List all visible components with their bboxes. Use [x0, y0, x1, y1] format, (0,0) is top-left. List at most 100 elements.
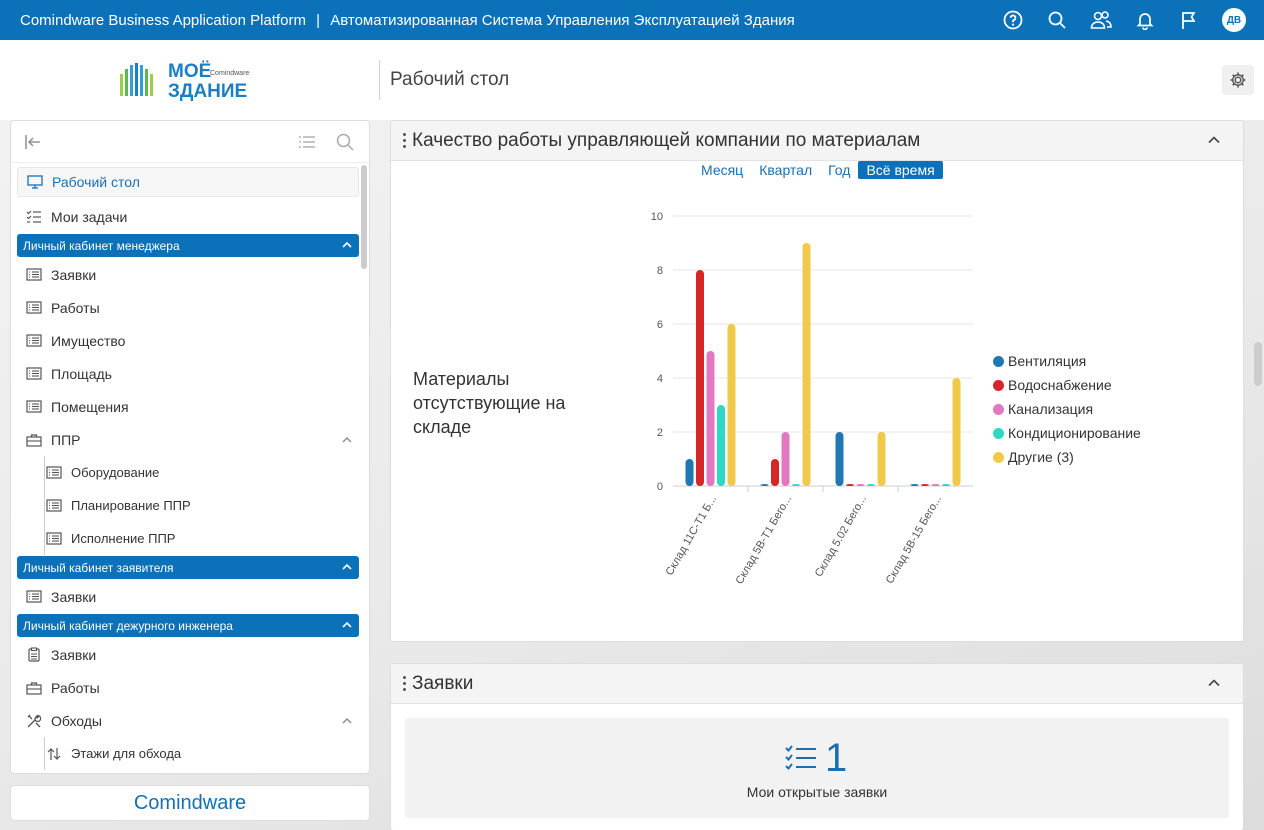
y-tick-label: 0: [657, 481, 663, 493]
bar[interactable]: [792, 484, 800, 486]
tree-line: [44, 737, 45, 770]
bar[interactable]: [835, 432, 844, 486]
collapse-panel-icon[interactable]: [1207, 676, 1221, 695]
legend-label: Канализация: [1008, 401, 1094, 417]
bar[interactable]: [802, 243, 811, 486]
comindware-brand[interactable]: Comind ware: [10, 785, 370, 821]
page-scrollbar[interactable]: [1254, 342, 1262, 386]
sidebar-scrollbar[interactable]: [361, 165, 367, 269]
sidebar-item-label: Заявки: [51, 646, 97, 663]
period-month[interactable]: Месяц: [701, 162, 744, 178]
sidebar: Рабочий стол Мои задачи Личный кабинет м…: [10, 120, 370, 774]
sidebar-item-floors[interactable]: Этажи для обхода: [17, 737, 359, 770]
legend-item[interactable]: Другие (3): [993, 445, 1141, 469]
bar[interactable]: [942, 484, 950, 486]
bar[interactable]: [856, 484, 865, 486]
legend-color-dot: [993, 403, 1004, 415]
sidebar-item-area[interactable]: Площадь: [17, 357, 359, 390]
list-view-icon[interactable]: [297, 132, 317, 152]
bar[interactable]: [696, 270, 704, 486]
collapse-panel-icon[interactable]: [1207, 133, 1221, 152]
bar[interactable]: [685, 459, 694, 486]
sort-icon: [45, 746, 63, 762]
period-quarter[interactable]: Квартал: [759, 162, 813, 178]
sidebar-item-desktop[interactable]: Рабочий стол: [17, 167, 359, 197]
sidebar-item-property[interactable]: Имущество: [17, 324, 359, 357]
legend-item[interactable]: Канализация: [993, 397, 1141, 421]
x-tick-label: Склад 5.02 Бего...: [813, 494, 869, 579]
collapse-sidebar-icon[interactable]: [23, 132, 43, 152]
moe-zdanie-logo[interactable]: МОЁ Comindware ЗДАНИЕ: [118, 60, 263, 102]
x-tick-label: Склад 11С-Т1 Б...: [664, 494, 719, 578]
sidebar-item-engineer-works[interactable]: Работы: [17, 671, 359, 704]
bar[interactable]: [717, 405, 725, 486]
chart-panel-header: Качество работы управляющей компании по …: [391, 121, 1243, 161]
bell-icon[interactable]: [1134, 9, 1156, 31]
open-requests-tile[interactable]: 1 Мои открытые заявки: [405, 718, 1229, 818]
sidebar-item-rounds[interactable]: Обходы: [17, 704, 359, 737]
help-icon[interactable]: [1002, 9, 1024, 31]
list-icon: [25, 366, 43, 382]
settings-button[interactable]: [1222, 65, 1254, 95]
sidebar-item-requests[interactable]: Заявки: [17, 258, 359, 291]
sidebar-item-works[interactable]: Работы: [17, 291, 359, 324]
group-manager-header[interactable]: Личный кабинет менеджера: [17, 234, 359, 257]
bar[interactable]: [727, 324, 736, 486]
group-applicant-header[interactable]: Личный кабинет заявителя: [17, 556, 359, 579]
sidebar-item-rooms[interactable]: Помещения: [17, 390, 359, 423]
requests-panel: Заявки 1 Мои открытые заявки: [390, 663, 1244, 830]
period-all-time[interactable]: Всё время: [858, 161, 943, 179]
x-tick-label: Склад 5В-Т1 Бего...: [734, 494, 795, 587]
bar[interactable]: [921, 484, 929, 486]
chevron-up-icon: [341, 239, 353, 254]
legend-label: Водоснабжение: [1008, 377, 1112, 393]
search-icon[interactable]: [1046, 9, 1068, 31]
checklist-icon: [785, 744, 817, 777]
sidebar-toolbar: [11, 121, 369, 163]
legend-item[interactable]: Вентиляция: [993, 349, 1141, 373]
legend-item[interactable]: Кондиционирование: [993, 421, 1141, 445]
sidebar-item-label: Исполнение ППР: [71, 531, 176, 546]
sidebar-item-ppr-execution[interactable]: Исполнение ППР: [17, 522, 359, 555]
bar[interactable]: [877, 432, 886, 486]
bar[interactable]: [846, 484, 854, 486]
drag-handle-icon[interactable]: [397, 676, 411, 691]
bar[interactable]: [781, 432, 790, 486]
briefcase-icon: [25, 432, 43, 448]
sidebar-item-label: Рабочий стол: [52, 174, 140, 190]
chevron-up-icon: [341, 561, 353, 576]
sidebar-item-ppr-planning[interactable]: Планирование ППР: [17, 489, 359, 522]
drag-handle-icon[interactable]: [397, 133, 411, 148]
legend-item[interactable]: Водоснабжение: [993, 373, 1141, 397]
chevron-up-icon[interactable]: [341, 433, 353, 449]
sidebar-item-equipment[interactable]: Оборудование: [17, 456, 359, 489]
chart-panel-title: Качество работы управляющей компании по …: [412, 129, 921, 151]
sidebar-search-icon[interactable]: [335, 132, 355, 152]
list-icon: [25, 300, 43, 316]
sidebar-item-my-tasks[interactable]: Мои задачи: [17, 200, 359, 233]
bar[interactable]: [952, 378, 961, 486]
bar[interactable]: [760, 484, 769, 486]
y-tick-label: 2: [657, 427, 663, 439]
brand-part-b: ware: [202, 791, 247, 814]
bar[interactable]: [867, 484, 875, 486]
group-engineer-header[interactable]: Личный кабинет дежурного инженера: [17, 614, 359, 637]
bar[interactable]: [910, 484, 919, 486]
bar[interactable]: [771, 459, 779, 486]
bar[interactable]: [706, 351, 715, 486]
sidebar-item-label: Работы: [51, 679, 100, 696]
legend-color-dot: [993, 451, 1004, 463]
period-year[interactable]: Год: [828, 162, 851, 178]
sidebar-item-ppr[interactable]: ППР: [17, 423, 359, 456]
user-avatar[interactable]: ДВ: [1222, 8, 1246, 32]
users-icon[interactable]: [1090, 9, 1112, 31]
chevron-up-icon[interactable]: [341, 714, 353, 730]
flag-icon[interactable]: [1178, 9, 1200, 31]
header-separator: [379, 60, 380, 100]
bar[interactable]: [931, 484, 940, 486]
group-label: Личный кабинет менеджера: [23, 238, 180, 253]
sidebar-item-applicant-requests[interactable]: Заявки: [17, 580, 359, 613]
sidebar-item-engineer-requests[interactable]: Заявки: [17, 638, 359, 671]
sidebar-item-label: Заявки: [51, 588, 97, 605]
requests-panel-title: Заявки: [412, 672, 474, 694]
